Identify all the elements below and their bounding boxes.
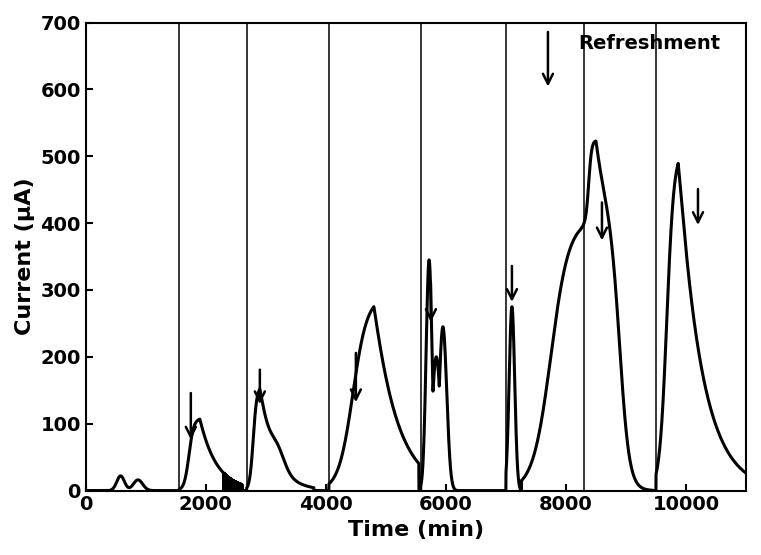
X-axis label: Time (min): Time (min) [348, 520, 484, 540]
Y-axis label: Current (μA): Current (μA) [15, 178, 35, 335]
Text: Refreshment: Refreshment [578, 34, 720, 53]
